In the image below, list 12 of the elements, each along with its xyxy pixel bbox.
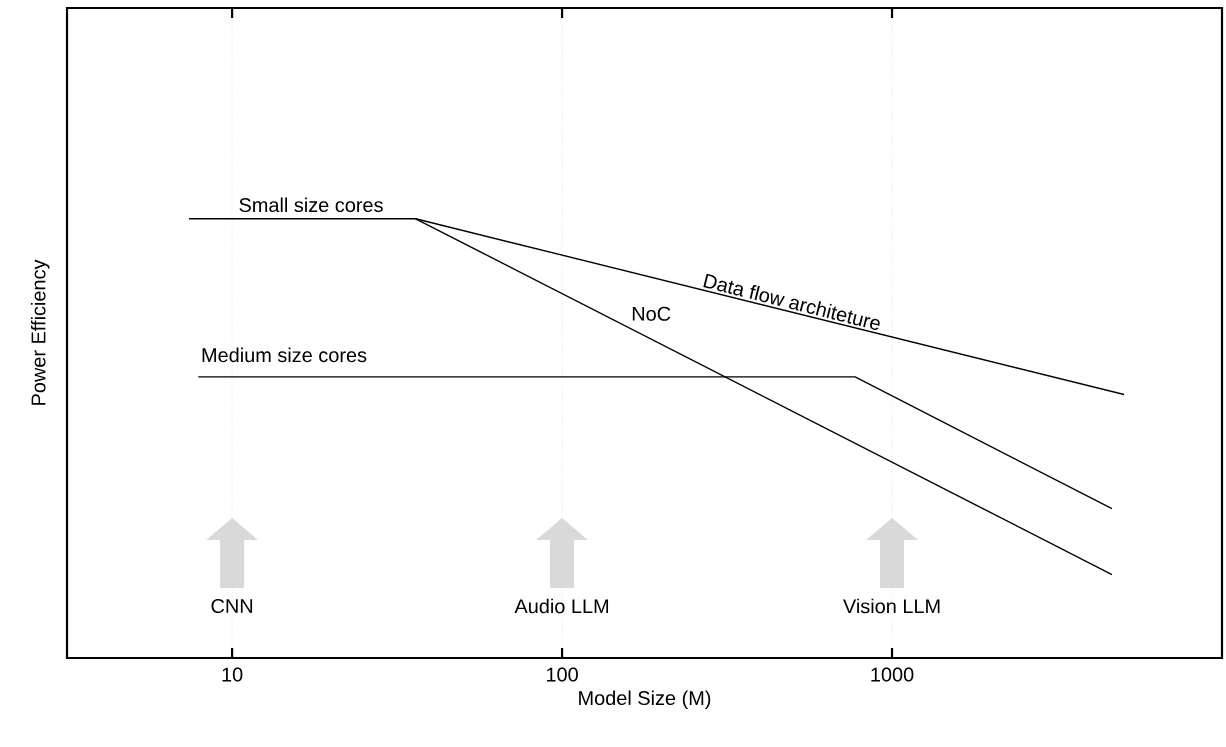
x-tick-label: 10 [222, 667, 243, 682]
x-axis-title: Model Size (M) [579, 690, 711, 710]
y-axis-title: Power Efficiency [30, 259, 50, 405]
annotation: Data flow architeture [703, 273, 880, 330]
annotation: Vision LLM [843, 598, 940, 614]
annotation: CNN [211, 598, 253, 614]
series-label: NoC [632, 306, 671, 321]
x-tick-label: 100 [546, 667, 578, 682]
annotation: Audio LLM [514, 598, 609, 614]
series-label: Small size cores [239, 197, 383, 213]
series-label: Medium size cores [202, 347, 367, 363]
x-tick-label: 1000 [871, 667, 914, 682]
